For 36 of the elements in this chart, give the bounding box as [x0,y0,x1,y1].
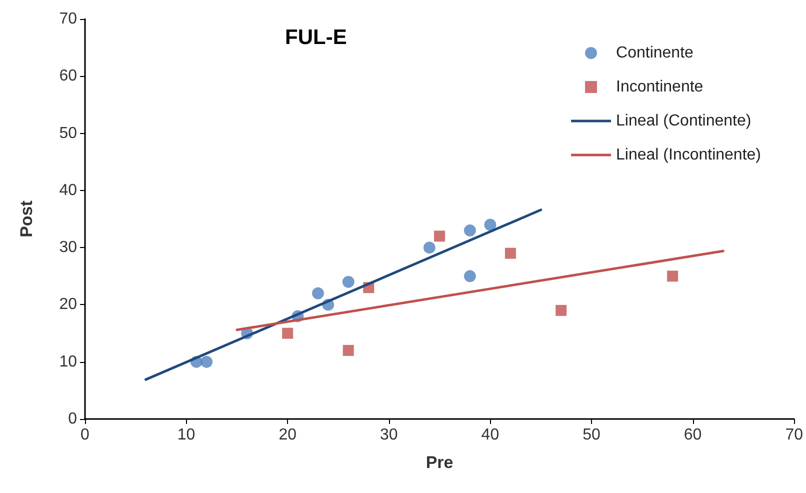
point [312,287,324,300]
point [556,304,567,316]
legend-label: Incontinente [616,78,704,96]
chart-title: FUL-E [285,26,347,49]
point [342,344,354,356]
point [342,276,354,288]
legend-label: Continente [616,44,694,62]
y-tick-label: 60 [59,68,78,85]
y-tick-label: 70 [59,10,78,28]
y-tick-label: 40 [59,182,78,199]
y-tick-label: 30 [59,239,78,256]
y-tick-label: 20 [59,296,78,314]
legend-label: Lineal (Continente) [616,112,752,130]
x-tick-label: 20 [278,426,297,444]
point [200,356,213,368]
y-axis-title: Post [17,200,36,238]
y-tick-label: 10 [59,353,78,370]
x-tick-label: 10 [177,426,196,444]
point [484,218,496,231]
legend-label: Lineal (Incontinente) [616,146,761,164]
point [464,224,476,236]
y-tick-label: 0 [68,410,78,428]
point [434,230,446,242]
point [423,242,436,254]
point [282,328,294,339]
x-tick-label: 60 [684,426,702,444]
x-tick-label: 50 [582,426,600,444]
x-tick-label: 0 [80,426,90,444]
y-tick-label: 50 [59,124,78,142]
x-axis-title: Pre [426,453,454,472]
point [667,270,678,282]
x-tick-label: 30 [380,426,398,444]
x-tick-label: 40 [481,426,500,444]
point [504,248,516,259]
point [464,270,476,282]
x-tick-label: 70 [785,426,804,444]
